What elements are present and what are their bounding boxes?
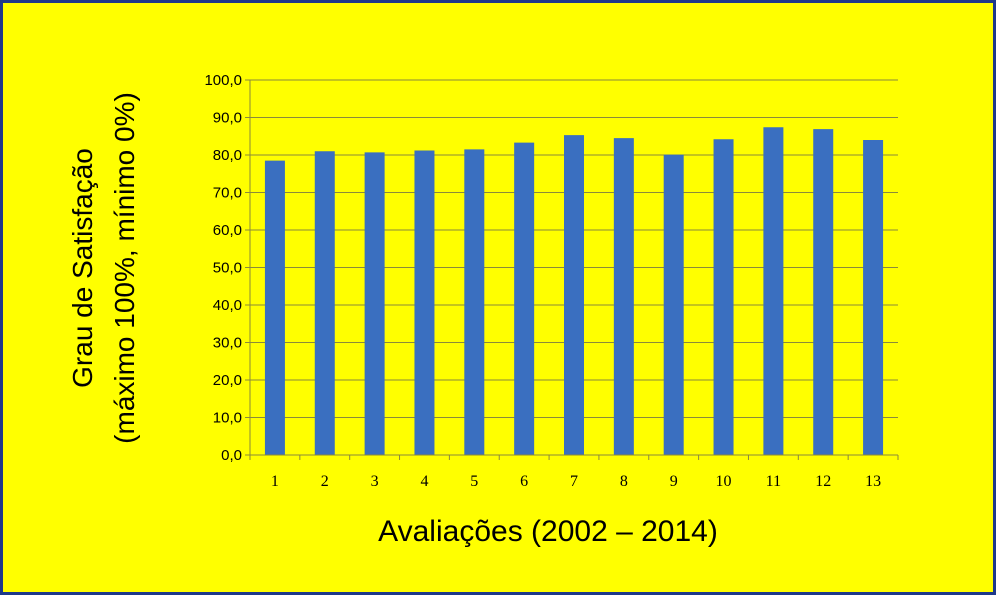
bar [763,127,784,455]
y-tick-labels: 0,0 10,0 20,0 30,0 40,0 50,0 60,0 70,0 80,0 90,0 1… [204,72,242,464]
x-tick-label: 5 [470,473,478,490]
x-axis-title: Avaliações (2002 – 2014) [378,515,718,548]
y-tick-label: 30,0 [213,335,242,352]
x-tick-label: 10 [716,473,732,490]
x-tick-label: 8 [620,473,628,490]
x-tick-label: 2 [321,473,329,490]
x-tick-label: 6 [520,473,528,490]
x-tick-label: 9 [670,473,678,490]
bar [314,151,335,455]
y-tick-label: 50,0 [213,260,242,277]
bar [464,149,485,455]
x-tick-label: 7 [570,473,578,490]
y-tick-label: 80,0 [213,147,242,164]
y-tick-label: 0,0 [221,447,242,464]
y-tick-label: 90,0 [213,110,242,127]
y-tick-label: 20,0 [213,372,242,389]
bar [713,139,734,455]
bar [264,160,285,455]
x-tick-label: 1 [271,473,279,490]
y-tick-label: 40,0 [213,297,242,314]
bar [613,138,634,455]
x-tick-label: 13 [865,473,881,490]
bars [264,127,884,455]
y-tick-label: 100,0 [204,72,242,89]
y-tick-label: 60,0 [213,222,242,239]
y-axis-title-line2: (máximo 100%, mínimo 0%) [109,92,140,444]
x-tick-labels: 1 2 3 4 5 6 7 8 9 10 11 12 13 [271,473,881,490]
bar [414,150,435,455]
bar [564,135,584,455]
y-tick-label: 10,0 [213,410,242,427]
y-tick-label: 70,0 [213,185,242,202]
bar [514,142,535,455]
bar [813,129,834,455]
x-tick-label: 12 [815,473,831,490]
y-axis-title-line1: Grau de Satisfação [67,148,98,388]
x-tick-label: 3 [371,473,379,490]
x-tick-label: 11 [766,473,781,490]
axes [245,79,899,460]
bar [364,152,385,455]
bar [663,154,684,455]
gridlines [250,79,898,418]
x-tick-label: 4 [420,473,428,490]
bar [863,140,884,455]
